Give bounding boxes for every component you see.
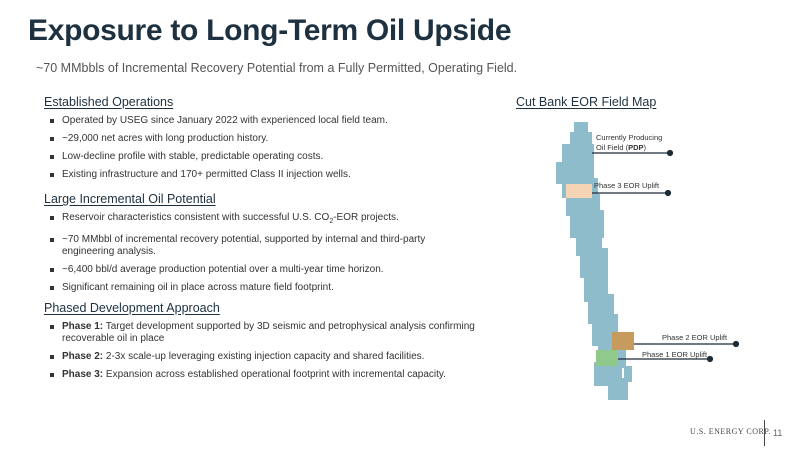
field-area	[556, 122, 632, 400]
bullet-item-co2: Reservoir characteristics consistent wit…	[44, 212, 494, 228]
page-title: Exposure to Long-Term Oil Upside	[28, 14, 512, 47]
phase-label: Phase 3:	[62, 369, 104, 380]
label-phase2: Phase 2 EOR Uplift	[662, 333, 728, 342]
phase-item: Phase 3: Expansion across established op…	[44, 369, 454, 381]
phase-list: Phase 1: Target development supported by…	[44, 321, 494, 381]
phase2-area	[612, 332, 634, 350]
company-logo: U.S. ENERGY CORP.	[690, 427, 771, 436]
label-phase3: Phase 3 EOR Uplift	[594, 181, 660, 190]
bullet-list: Reservoir characteristics consistent wit…	[44, 212, 494, 294]
co2-prefix: Reservoir characteristics consistent wit…	[62, 212, 330, 223]
label-pdp-line2: Oil Field (PDP)	[596, 143, 662, 153]
label-pdp-prefix: Oil Field (	[596, 143, 629, 152]
section-established-operations: Established Operations Operated by USEG …	[44, 95, 494, 187]
map-title: Cut Bank EOR Field Map	[516, 95, 657, 109]
phase-text: Target development supported by 3D seism…	[62, 321, 475, 344]
bullet-list: Operated by USEG since January 2022 with…	[44, 115, 494, 181]
phase-item: Phase 1: Target development supported by…	[44, 321, 484, 345]
section-heading: Large Incremental Oil Potential	[44, 192, 216, 206]
phase-text: Expansion across established operational…	[103, 369, 446, 380]
label-phase1: Phase 1 EOR Uplift	[642, 350, 708, 359]
leader-lines	[592, 149, 740, 363]
field-map	[556, 122, 740, 400]
page-number: 11	[773, 428, 783, 438]
page-subtitle: ~70 MMbbls of Incremental Recovery Poten…	[36, 61, 518, 75]
section-heading: Phased Development Approach	[44, 301, 220, 315]
phase1-area	[596, 350, 618, 366]
label-pdp-bold: PDP	[628, 143, 644, 152]
label-pdp-line1: Currently Producing	[596, 133, 663, 142]
bullet-item: ~6,400 bbl/d average production potentia…	[44, 264, 494, 276]
phase3-area	[566, 184, 592, 198]
phase-item: Phase 2: 2-3x scale-up leveraging existi…	[44, 351, 484, 363]
co2-suffix: -EOR projects.	[333, 212, 399, 223]
section-heading: Established Operations	[44, 95, 174, 109]
bullet-item: Low-decline profile with stable, predict…	[44, 151, 494, 163]
label-pdp-suffix: )	[643, 143, 647, 152]
footer-divider	[764, 420, 765, 446]
label-pdp: Currently Producing Oil Field (PDP)	[596, 133, 662, 153]
phase-text: 2-3x scale-up leveraging existing inject…	[103, 351, 425, 362]
bullet-item: Significant remaining oil in place acros…	[44, 282, 494, 294]
bullet-item: Existing infrastructure and 170+ permitt…	[44, 169, 494, 181]
bullet-item: ~29,000 net acres with long production h…	[44, 133, 494, 145]
phase-label: Phase 1:	[62, 321, 104, 332]
bullet-item: ~70 MMbbl of incremental recovery potent…	[44, 234, 474, 258]
section-large-incremental-oil: Large Incremental Oil Potential Reservoi…	[44, 192, 494, 300]
co2-subscript: 2	[329, 218, 334, 225]
bullet-item: Operated by USEG since January 2022 with…	[44, 115, 494, 127]
phase-label: Phase 2:	[62, 351, 104, 362]
section-phased-development: Phased Development Approach Phase 1: Tar…	[44, 301, 494, 387]
